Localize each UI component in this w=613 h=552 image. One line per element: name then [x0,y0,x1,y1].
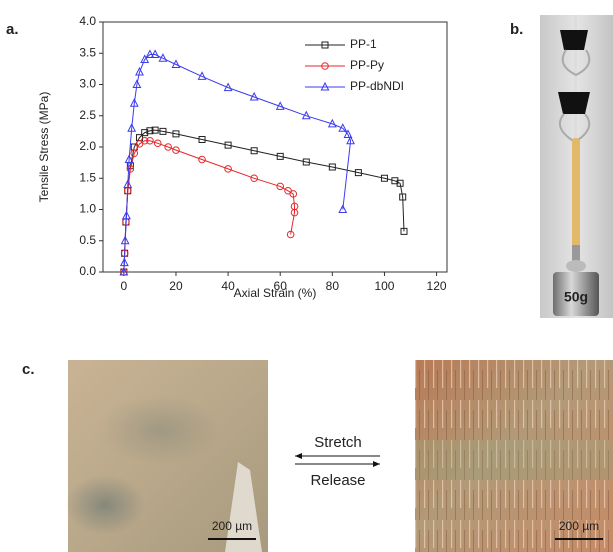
y-tick-label: 2.0 [79,139,96,153]
photo: 50g [540,15,613,318]
x-tick-label: 0 [121,279,128,293]
y-tick-label: 3.0 [79,77,96,91]
panel-label: a. [6,21,19,38]
legend-label: PP-dbNDI [350,79,404,93]
y-tick-label: 1.5 [79,170,96,184]
chart: Axial Strain (%) Tensile Stress (MPa) 0.… [37,14,447,300]
stretch-arrows: Stretch Release [295,434,380,489]
x-tick-label: 120 [427,279,447,293]
y-tick-label: 1.0 [79,202,96,216]
x-tick-label: 20 [169,279,183,293]
stretch-label: Stretch [314,434,362,451]
legend-label: PP-Py [350,58,384,72]
x-tick-label: 100 [374,279,394,293]
plot-frame [103,22,447,272]
scale-bar-label: 200 µm [212,519,252,533]
micrograph-left: 200 µm [65,360,268,552]
x-tick-label: 80 [326,279,340,293]
figure: a. b. c. Axial Strain (%) Tensile Stress… [0,0,613,552]
legend-label: PP-1 [350,37,377,51]
y-tick-label: 2.5 [79,108,96,122]
y-tick-label: 3.5 [79,45,96,59]
scale-bar-label: 200 µm [559,519,599,533]
panel-label: b. [510,21,523,38]
x-tick-label: 60 [274,279,288,293]
micrograph-right: 200 µm [415,360,613,552]
marker [159,54,166,61]
release-label: Release [310,472,365,489]
weight-label: 50g [564,289,588,305]
series-line [124,141,295,272]
y-tick-label: 0.0 [79,264,96,278]
panel-label: c. [22,361,35,378]
series-line [124,130,404,272]
y-tick-label: 4.0 [79,14,96,28]
y-axis-label: Tensile Stress (MPa) [37,92,51,203]
y-tick-label: 0.5 [79,233,96,247]
x-tick-label: 40 [221,279,235,293]
